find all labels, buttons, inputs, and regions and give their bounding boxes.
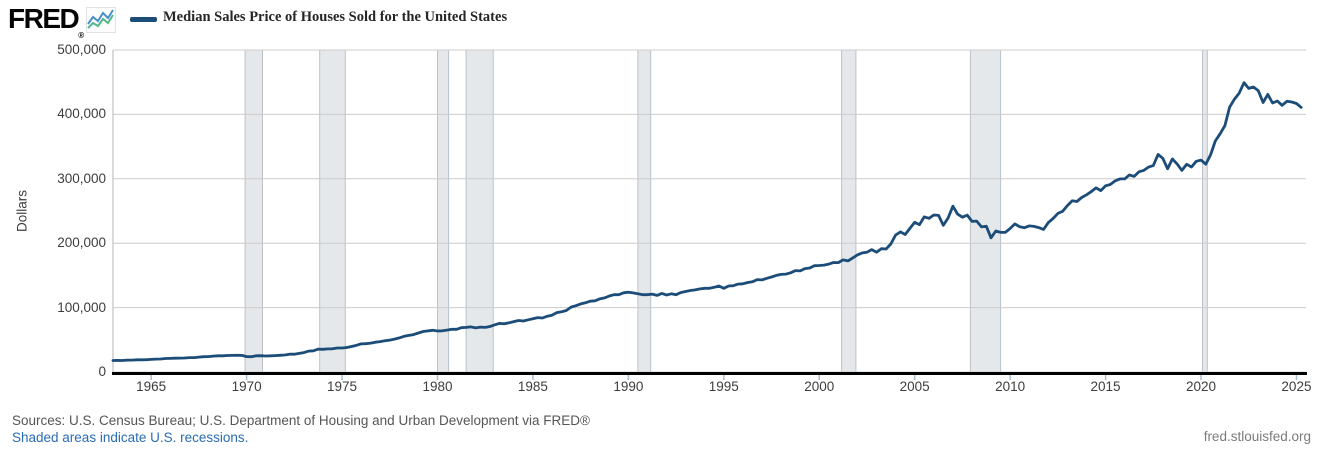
- recession-note-link[interactable]: Shaded areas indicate U.S. recessions.: [12, 430, 249, 445]
- price-series-line: [111, 81, 1303, 362]
- recession-band: [465, 49, 494, 373]
- recession-band: [244, 49, 264, 373]
- x-tick-label: 1975: [327, 379, 358, 394]
- registered-mark: ®: [78, 31, 85, 40]
- x-tick-label: 2010: [995, 379, 1026, 394]
- x-tick-label: 2015: [1090, 379, 1121, 394]
- sparkline-blue: [87, 9, 114, 25]
- y-tick-label: 500,000: [57, 42, 106, 57]
- x-tick-label: 1970: [231, 379, 262, 394]
- recession-band: [969, 49, 1002, 373]
- x-tick-label: 1965: [136, 379, 167, 394]
- recession-band: [841, 49, 857, 373]
- x-tick-label: 2000: [804, 379, 835, 394]
- legend-line-swatch: [130, 17, 157, 22]
- y-tick-label: 400,000: [57, 106, 106, 122]
- y-tick-label: 0: [98, 364, 106, 379]
- sparkline-green: [87, 14, 114, 29]
- x-tick-label: 2005: [899, 379, 930, 394]
- y-tick-label: 300,000: [57, 170, 106, 186]
- y-tick-label: 100,000: [57, 299, 106, 315]
- legend-series-label[interactable]: Median Sales Price of Houses Sold for th…: [163, 9, 508, 25]
- x-tick-label: 1990: [613, 379, 644, 394]
- y-tick-label: 200,000: [57, 235, 106, 251]
- fred-logo[interactable]: FRED®: [8, 3, 84, 40]
- fred-sparkline-icon: [86, 7, 116, 33]
- x-tick-label: 2025: [1281, 379, 1312, 394]
- x-tick-label: 2020: [1185, 379, 1217, 394]
- recession-band: [1202, 49, 1208, 373]
- sources-text: Sources: U.S. Census Bureau; U.S. Depart…: [12, 413, 590, 428]
- x-tick-label: 1985: [517, 379, 548, 394]
- fred-logo-text: FRED: [8, 3, 80, 34]
- recession-band: [437, 49, 450, 373]
- recession-bands: [244, 49, 1208, 373]
- recession-band: [319, 49, 346, 373]
- site-url: fred.stlouisfed.org: [1203, 429, 1311, 444]
- x-tick-label: 1995: [708, 379, 739, 394]
- x-tick-label: 1980: [422, 379, 453, 394]
- recession-band: [637, 49, 652, 373]
